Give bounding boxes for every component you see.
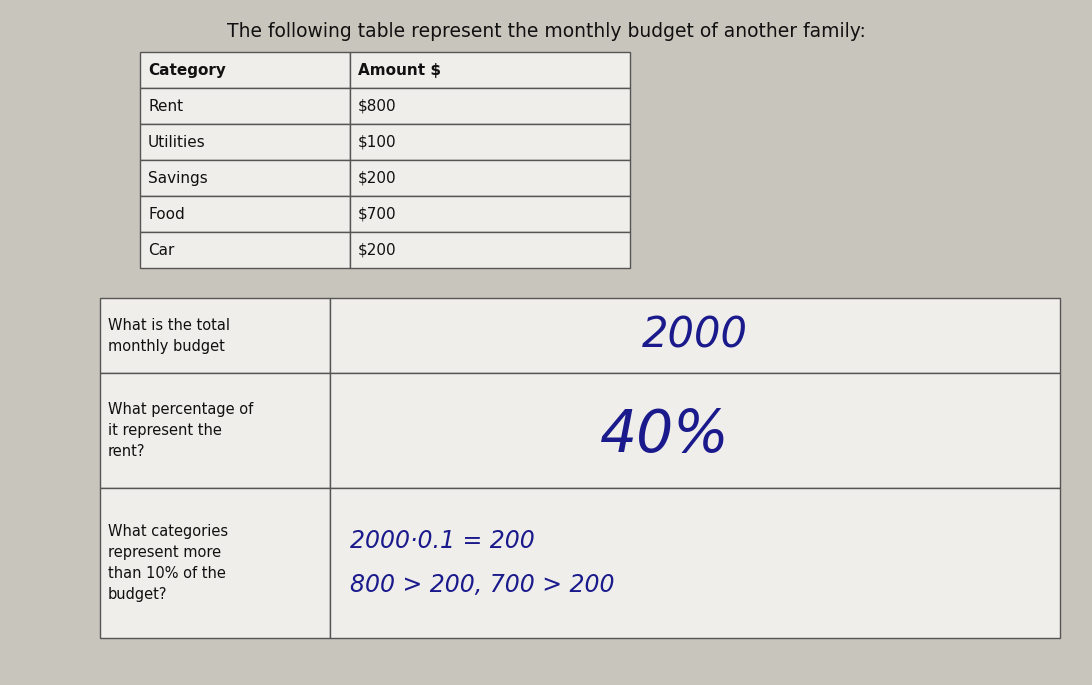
Bar — [140, 232, 351, 268]
Text: 40%: 40% — [601, 407, 729, 464]
Text: $100: $100 — [358, 134, 396, 149]
Text: $200: $200 — [358, 242, 396, 258]
Text: Rent: Rent — [149, 99, 183, 114]
Bar — [100, 373, 330, 488]
Text: Car: Car — [149, 242, 175, 258]
Bar — [100, 298, 330, 373]
Bar — [330, 488, 1060, 638]
Bar — [351, 160, 630, 196]
Bar — [351, 196, 630, 232]
Text: Amount $: Amount $ — [358, 62, 441, 77]
Bar — [351, 52, 630, 88]
Bar — [100, 488, 330, 638]
Bar — [140, 160, 351, 196]
Bar — [330, 373, 1060, 488]
Text: Category: Category — [149, 62, 226, 77]
Text: Savings: Savings — [149, 171, 207, 186]
Text: What categories
represent more
than 10% of the
budget?: What categories represent more than 10% … — [108, 524, 228, 602]
Text: $800: $800 — [358, 99, 396, 114]
Bar — [351, 88, 630, 124]
Text: What percentage of
it represent the
rent?: What percentage of it represent the rent… — [108, 402, 253, 459]
Bar — [351, 232, 630, 268]
Text: Utilities: Utilities — [149, 134, 205, 149]
Bar — [140, 88, 351, 124]
Text: $200: $200 — [358, 171, 396, 186]
Text: $700: $700 — [358, 206, 396, 221]
Text: What is the total
monthly budget: What is the total monthly budget — [108, 318, 230, 353]
Text: 2000·0.1 = 200: 2000·0.1 = 200 — [351, 529, 535, 553]
Text: The following table represent the monthly budget of another family:: The following table represent the monthl… — [226, 22, 866, 41]
Text: 2000: 2000 — [642, 314, 748, 356]
Text: Food: Food — [149, 206, 185, 221]
Bar — [351, 124, 630, 160]
Bar — [330, 298, 1060, 373]
Bar — [140, 124, 351, 160]
Text: 800 > 200, 700 > 200: 800 > 200, 700 > 200 — [351, 573, 615, 597]
Bar — [140, 196, 351, 232]
Bar — [140, 52, 351, 88]
